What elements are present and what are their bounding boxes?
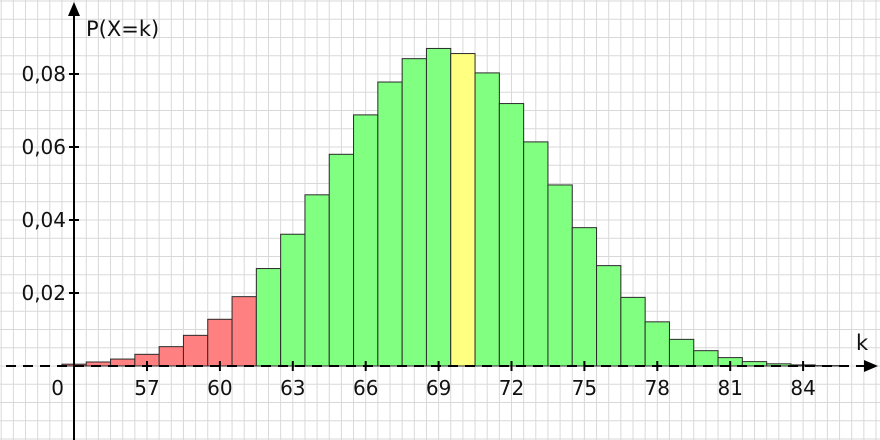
bar-k-60 <box>207 318 233 367</box>
bar-k-64 <box>304 194 330 367</box>
labels: P(X=k) k 0 0,02 0,04 0,06 0,08 57 60 63 66 69 72 7… <box>21 17 869 400</box>
bar-k-59 <box>182 334 209 367</box>
x-tick-label: 63 <box>280 376 305 400</box>
y-tick-label: 0,06 <box>21 135 66 159</box>
x-axis-arrow <box>864 360 878 372</box>
x-tick-label: 66 <box>353 376 378 400</box>
bar-k-68 <box>401 58 427 367</box>
x-tick-label: 69 <box>426 376 451 400</box>
bar-k-77 <box>620 296 646 367</box>
y-axis-arrow <box>68 2 80 16</box>
bar-k-78 <box>644 321 670 367</box>
bars <box>61 47 841 367</box>
x-axis-title: k <box>856 331 869 355</box>
x-tick-label: 57 <box>134 376 159 400</box>
bar-k-58 <box>158 346 184 367</box>
y-axis-title: P(X=k) <box>86 17 159 41</box>
bar-k-70 <box>450 53 476 367</box>
x-tick-label: 60 <box>207 376 232 400</box>
bar-k-67 <box>377 81 403 367</box>
y-tick-label: 0,02 <box>21 281 66 305</box>
bar-k-79 <box>668 338 695 367</box>
bar-k-75 <box>571 227 598 367</box>
x-tick-label: 72 <box>499 376 524 400</box>
bar-k-66 <box>353 114 379 367</box>
bar-k-56 <box>110 358 136 367</box>
x-tick-label: 81 <box>717 376 742 400</box>
bar-k-80 <box>693 350 719 367</box>
y-tick-label: 0,08 <box>21 62 66 86</box>
bar-k-61 <box>231 296 257 367</box>
bar-k-65 <box>328 153 355 367</box>
bar-k-74 <box>547 184 573 367</box>
bar-k-76 <box>596 265 622 367</box>
bar-k-69 <box>425 47 452 367</box>
bar-k-72 <box>498 103 525 367</box>
x-tick-label: 78 <box>645 376 670 400</box>
axes <box>6 2 878 440</box>
bar-k-63 <box>280 233 306 367</box>
bar-k-62 <box>255 268 282 367</box>
bar-k-71 <box>474 72 500 367</box>
x-tick-label: 75 <box>572 376 597 400</box>
x-tick-label: 84 <box>790 376 815 400</box>
bar-k-73 <box>523 141 549 367</box>
y-tick-label: 0,04 <box>21 208 66 232</box>
origin-label: 0 <box>51 376 64 400</box>
